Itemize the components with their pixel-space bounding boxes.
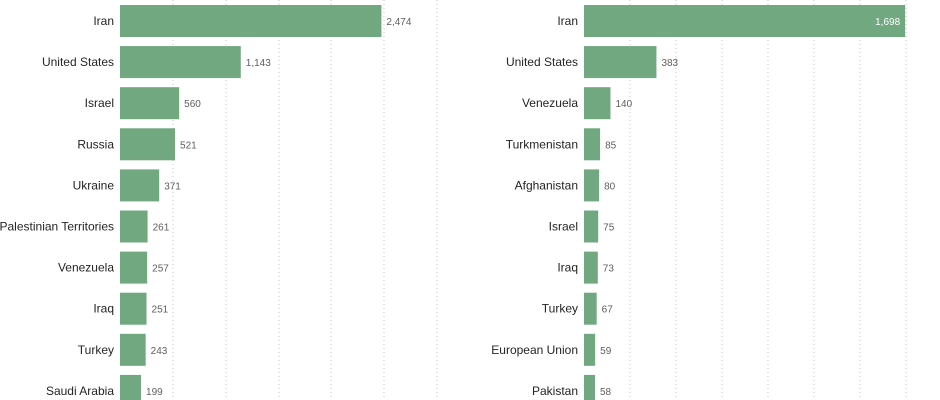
bar[interactable]: [584, 292, 597, 325]
category-label: Israel: [549, 220, 578, 234]
chart-left: Iran 2,474 United States 1,143 Israel 560 Russ…: [0, 0, 438, 400]
chart-right: Iran 1,698 United States 383 Venezuela 140 Tur…: [470, 0, 940, 400]
category-label: Ukraine: [73, 178, 115, 192]
bar[interactable]: [120, 210, 148, 243]
bar[interactable]: [120, 5, 382, 37]
value-label: 1,698: [875, 17, 900, 28]
category-label: European Union: [491, 343, 578, 357]
bar[interactable]: [120, 333, 146, 366]
category-label: United States: [42, 55, 114, 69]
value-label: 251: [152, 305, 169, 316]
category-label: Iran: [557, 14, 578, 28]
bar[interactable]: [584, 374, 595, 400]
value-label: 257: [152, 264, 169, 275]
value-label: 371: [164, 181, 181, 192]
value-label: 199: [146, 387, 163, 398]
bar[interactable]: [584, 128, 601, 161]
bar[interactable]: [120, 374, 142, 400]
category-label: Venezuela: [522, 96, 578, 110]
category-label: Iraq: [557, 261, 578, 275]
category-label: Turkey: [542, 302, 578, 316]
category-label: Venezuela: [58, 261, 114, 275]
bar[interactable]: [120, 128, 176, 161]
category-label: Pakistan: [532, 384, 578, 398]
bar[interactable]: [120, 251, 148, 284]
category-label: Israel: [85, 96, 114, 110]
category-label: Iraq: [93, 302, 114, 316]
value-label: 1,143: [246, 58, 271, 69]
bar[interactable]: [120, 169, 160, 202]
bar[interactable]: [584, 87, 611, 120]
category-label: Russia: [77, 137, 114, 151]
value-label: 140: [615, 99, 632, 110]
value-label: 75: [603, 223, 615, 234]
value-label: 243: [151, 346, 168, 357]
category-label: Afghanistan: [515, 178, 578, 192]
value-label: 80: [604, 181, 616, 192]
bar[interactable]: [584, 210, 599, 243]
value-label: 59: [600, 346, 612, 357]
category-label: Iran: [93, 14, 114, 28]
value-label: 73: [603, 264, 615, 275]
value-label: 383: [661, 58, 678, 69]
category-label: Turkey: [78, 343, 114, 357]
category-label: Saudi Arabia: [46, 384, 114, 398]
bar-chart-right: Iran 1,698 United States 383 Venezuela 140 Tur…: [491, 0, 907, 400]
category-label: United States: [506, 55, 578, 69]
bar[interactable]: [584, 333, 596, 366]
value-label: 560: [184, 99, 201, 110]
value-label: 2,474: [386, 17, 411, 28]
category-label: Palestinian Territories: [0, 220, 114, 234]
bar[interactable]: [584, 251, 598, 284]
bar[interactable]: [120, 292, 147, 325]
category-label: Turkmenistan: [506, 137, 578, 151]
value-label: 261: [153, 223, 170, 234]
value-label: 521: [180, 140, 197, 151]
value-label: 67: [602, 305, 614, 316]
bar[interactable]: [120, 46, 241, 79]
bar[interactable]: [584, 46, 657, 79]
bar-chart-left: Iran 2,474 United States 1,143 Israel 560 Russ…: [0, 0, 438, 400]
bar[interactable]: [584, 5, 906, 37]
bar[interactable]: [584, 169, 600, 202]
bar[interactable]: [120, 87, 180, 120]
value-label: 58: [600, 387, 612, 398]
value-label: 85: [605, 140, 617, 151]
